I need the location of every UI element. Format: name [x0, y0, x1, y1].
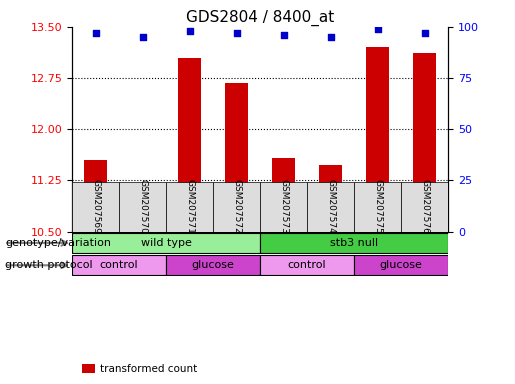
Text: GSM207574: GSM207574 [326, 179, 335, 234]
FancyBboxPatch shape [260, 233, 448, 253]
FancyBboxPatch shape [260, 255, 354, 275]
Text: wild type: wild type [141, 238, 192, 248]
Text: GSM207573: GSM207573 [279, 179, 288, 234]
FancyBboxPatch shape [166, 255, 260, 275]
FancyBboxPatch shape [72, 233, 260, 253]
Point [420, 30, 428, 36]
Point [280, 32, 288, 38]
FancyBboxPatch shape [354, 182, 401, 232]
Bar [319, 166, 342, 232]
Point [185, 28, 194, 34]
Bar [366, 47, 389, 232]
Bar [225, 83, 248, 232]
Bar [84, 160, 107, 232]
Point [92, 30, 100, 36]
Point [373, 26, 382, 32]
FancyBboxPatch shape [72, 255, 166, 275]
FancyBboxPatch shape [166, 182, 213, 232]
Point [139, 34, 147, 40]
Title: GDS2804 / 8400_at: GDS2804 / 8400_at [186, 9, 334, 25]
FancyBboxPatch shape [213, 182, 260, 232]
Text: GSM207569: GSM207569 [91, 179, 100, 234]
FancyBboxPatch shape [119, 182, 166, 232]
Text: control: control [288, 260, 327, 270]
FancyBboxPatch shape [354, 255, 448, 275]
Text: transformed count: transformed count [100, 364, 198, 374]
Text: GSM207570: GSM207570 [138, 179, 147, 234]
Point [232, 30, 241, 36]
FancyBboxPatch shape [72, 182, 119, 232]
Point [327, 34, 335, 40]
Text: GSM207572: GSM207572 [232, 179, 241, 234]
Text: glucose: glucose [380, 260, 422, 270]
Bar [272, 158, 295, 232]
Text: genotype/variation: genotype/variation [5, 238, 111, 248]
Text: control: control [100, 260, 139, 270]
Text: GSM207571: GSM207571 [185, 179, 194, 234]
Text: growth protocol: growth protocol [5, 260, 93, 270]
Text: GSM207575: GSM207575 [373, 179, 382, 234]
Text: GSM207576: GSM207576 [420, 179, 429, 234]
Text: glucose: glucose [192, 260, 234, 270]
Text: stb3 null: stb3 null [330, 238, 378, 248]
FancyBboxPatch shape [260, 182, 307, 232]
Bar [178, 58, 201, 232]
FancyBboxPatch shape [401, 182, 448, 232]
Bar [413, 53, 436, 232]
Bar [131, 185, 154, 232]
FancyBboxPatch shape [307, 182, 354, 232]
